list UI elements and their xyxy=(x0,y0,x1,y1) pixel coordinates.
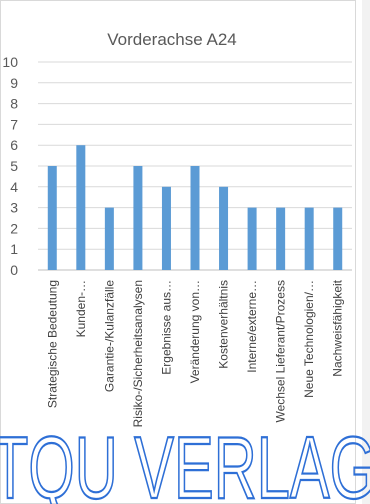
x-category-label: Nachweisfähigkeit xyxy=(331,279,345,376)
bars xyxy=(47,145,343,270)
x-category-label: Veränderung von… xyxy=(188,280,202,383)
bar xyxy=(161,186,171,270)
bar xyxy=(76,145,86,270)
x-category-label: Ergebnisse aus… xyxy=(159,280,173,375)
x-category-label: Garantie-/Kulanzfälle xyxy=(102,280,116,392)
x-category-label: Kunden-… xyxy=(74,280,88,337)
y-tick-label: 7 xyxy=(10,116,18,132)
bar xyxy=(133,166,143,270)
chart-title: Vorderachse A24 xyxy=(107,30,236,49)
y-tick-label: 4 xyxy=(10,179,18,195)
x-category-label: Interne/externe… xyxy=(245,280,259,373)
bar xyxy=(333,207,343,270)
y-tick-label: 0 xyxy=(10,262,18,278)
watermark-logo: TQU VERLAG xyxy=(0,418,370,504)
bar xyxy=(104,207,114,270)
y-tick-label: 1 xyxy=(10,241,18,257)
x-category-label: Risiko-/Sicherheitsanalysen xyxy=(131,280,145,427)
y-tick-label: 5 xyxy=(10,158,18,174)
x-category-label: Kostenverhältnis xyxy=(217,280,231,369)
adjacent-panel-edge xyxy=(362,0,370,504)
bar xyxy=(190,166,200,270)
x-category-label: Strategische Bedeutung xyxy=(45,280,59,408)
bar xyxy=(304,207,314,270)
x-category-label: Wechsel Lieferant/Prozess xyxy=(274,280,288,423)
y-tick-label: 6 xyxy=(10,137,18,153)
y-tick-label: 2 xyxy=(10,220,18,236)
x-category-label: Neue Technologien/… xyxy=(302,280,316,398)
y-tick-label: 8 xyxy=(10,96,18,112)
chart-area-border xyxy=(0,0,356,504)
bar xyxy=(247,207,257,270)
y-tick-label: 10 xyxy=(2,54,18,70)
y-tick-label: 3 xyxy=(10,200,18,216)
y-tick-label: 9 xyxy=(10,75,18,91)
bar xyxy=(47,166,57,270)
bar xyxy=(219,186,229,270)
y-axis-tick-labels: 0 1 2 3 4 5 6 7 8 9 10 xyxy=(2,54,18,278)
x-axis-category-labels: Strategische Bedeutung Kunden-… Garantie-/… xyxy=(45,279,344,427)
bar xyxy=(276,207,286,270)
